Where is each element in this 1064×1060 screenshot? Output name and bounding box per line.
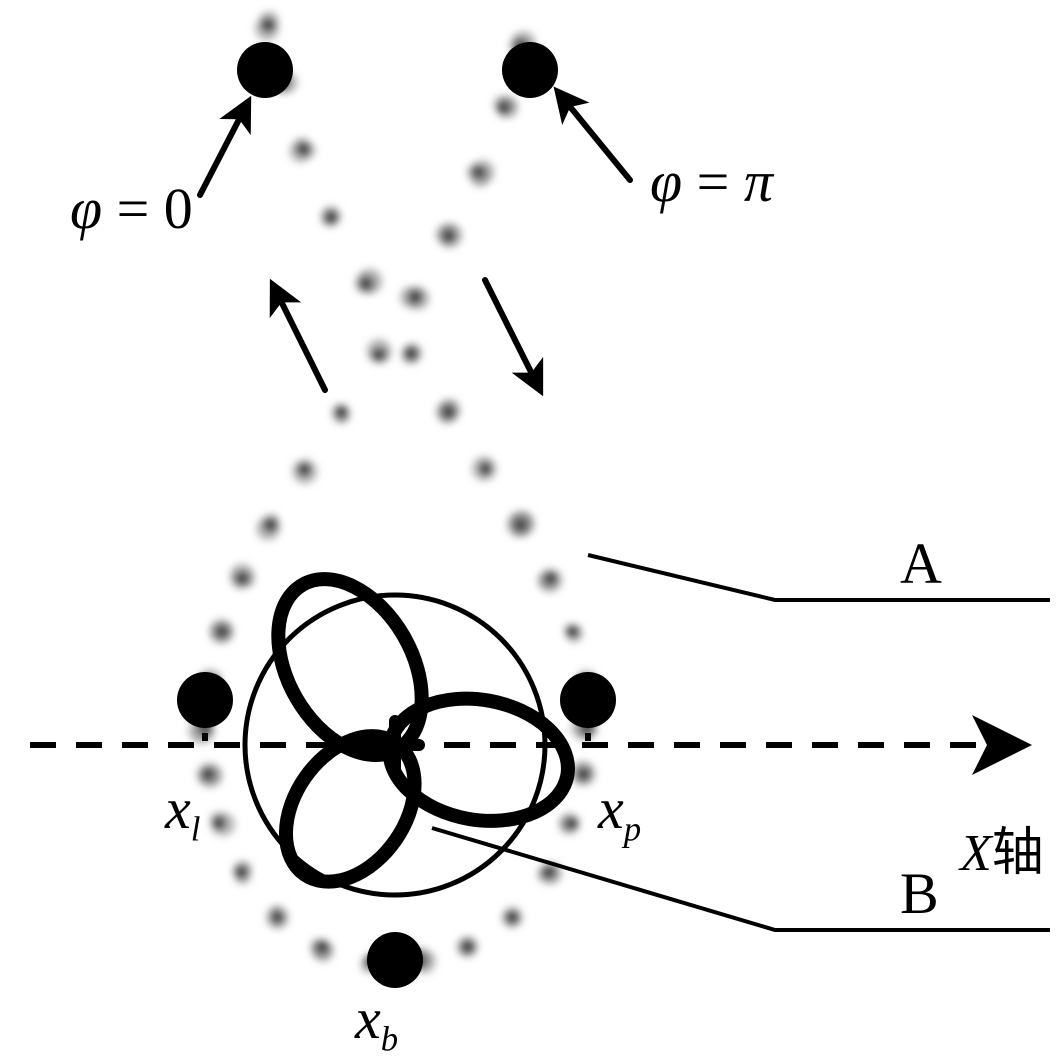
label-xl: xl [165, 775, 200, 850]
trajectory-loop [189, 0, 598, 973]
leader-A [588, 555, 1050, 600]
pointer-phipi [558, 92, 630, 180]
flow-arrow-down [485, 280, 540, 390]
x-axis-label: X轴 [960, 810, 1044, 885]
label-xp: xp [598, 775, 641, 850]
marker-xb [367, 932, 423, 988]
marker-phi0 [237, 42, 293, 98]
marker-xl [177, 672, 233, 728]
label-A: A [900, 530, 942, 597]
leader-B [432, 828, 1050, 930]
propeller-icon [245, 554, 578, 906]
label-phi0: φ = 0 [70, 175, 193, 242]
pointer-phi0 [200, 102, 248, 195]
marker-xp [560, 672, 616, 728]
marker-phipi [502, 42, 558, 98]
label-B: B [900, 860, 939, 927]
label-phipi: φ = π [650, 148, 773, 215]
label-xb: xb [355, 985, 398, 1060]
flow-arrow-up [273, 285, 325, 390]
